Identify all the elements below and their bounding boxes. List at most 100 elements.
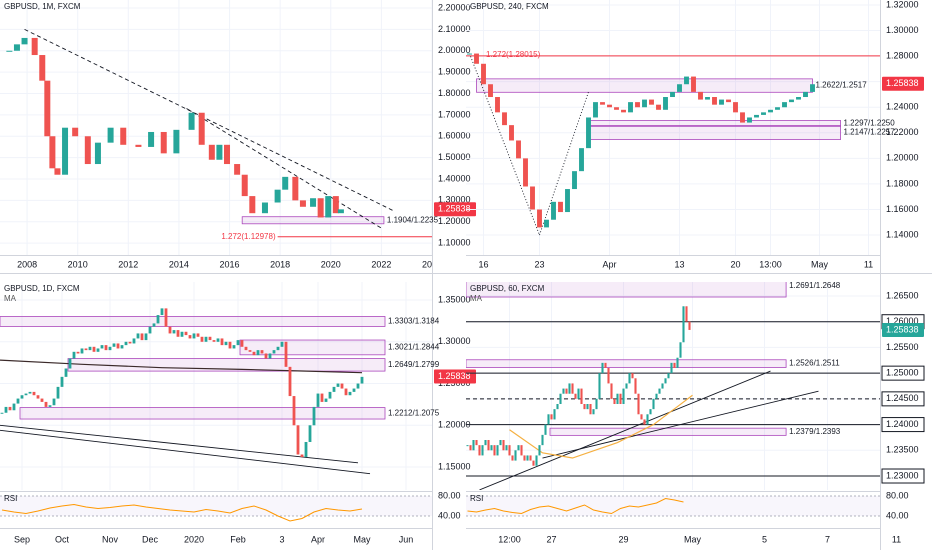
x-tick-label: 2020 [321,259,341,269]
zone-label: 1.2526/1.2511 [789,359,840,368]
candle [529,455,532,461]
rsi-title: RSI [4,494,17,503]
candle [344,388,348,396]
price-tag-label: 1.25838 [886,324,919,334]
y-tick-label: 2.20000 [438,2,471,12]
candle [16,398,20,404]
candle [484,440,487,446]
candle [655,393,658,399]
x-tick-label: Apr [602,259,616,269]
candle [241,174,248,197]
y-tick-label: 1.35000 [438,294,471,304]
candle [607,367,610,384]
rsi-tick-label: 80.00 [886,490,909,500]
candle [49,136,56,169]
x-tick-label: Dec [142,534,159,544]
candle [274,189,281,203]
candle [136,333,140,339]
candle [108,346,112,351]
candle [234,164,241,175]
candle [200,336,204,342]
candle [565,189,570,213]
candle [52,398,56,406]
y-tick-label: 1.20000 [438,420,471,430]
x-tick-label: 20 [730,259,740,269]
candle [336,383,340,387]
y-tick-label: 1.23500 [886,445,919,455]
chart-title: GBPUSD, 1D, FXCM [4,284,80,293]
plot-area [466,282,880,490]
y-tick-label: 1.10000 [438,237,471,247]
candle [184,331,188,336]
trendline [479,370,771,490]
candle [204,336,208,342]
candle [656,104,661,110]
y-tick-label: 1.20000 [886,153,919,163]
candle [276,346,280,351]
candle [140,333,144,341]
candle [12,403,16,411]
candle [577,388,580,399]
plot-area [0,0,432,255]
candle [72,351,76,359]
y-tick-label: 1.80000 [438,88,471,98]
candle [360,376,364,384]
candle [502,112,507,126]
candle [642,99,647,108]
candle [304,441,308,458]
candle [208,144,215,160]
candle [56,386,60,399]
candle [565,388,568,394]
candle [198,112,205,145]
moving-average [509,394,693,459]
candle [488,84,493,98]
zone-label: 1.3303/1.3184 [388,317,440,326]
x-tick-label: 2024 [422,259,442,269]
candle [553,409,556,420]
candle [625,383,628,389]
candle [112,343,116,347]
candle [691,76,696,92]
candle [670,362,673,374]
candle [212,340,216,342]
y-tick-label: 2.10000 [438,24,471,34]
candle [356,383,360,389]
candle [337,209,344,214]
candle [508,445,511,456]
plot-area [466,0,880,255]
zone [466,282,787,298]
price-tag-label: 1.25838 [438,371,471,381]
y-tick-label: 1.14000 [886,229,919,239]
candle [516,140,521,159]
trendline [0,424,359,464]
candle [332,196,339,214]
candle [176,330,180,337]
candle [252,351,256,356]
candle [768,109,773,113]
candle [740,112,745,123]
candle [698,91,703,100]
zone-label: 1.2691/1.2648 [789,281,841,290]
candle [550,414,553,420]
candle [124,341,128,346]
candle [272,350,276,354]
candle [664,378,667,384]
trendline [24,28,395,212]
candle [60,376,64,387]
candle [116,343,120,349]
candle [796,97,801,100]
candle [652,398,655,410]
zone-label: 1.2297/1.2250 [844,119,896,128]
candle [261,202,268,214]
candle [496,445,499,456]
candle [21,37,28,45]
zone-label: 1.2649/1.2799 [388,360,440,369]
candle [96,348,100,352]
candle [232,345,236,349]
candle [679,342,682,358]
candle [520,445,523,456]
x-tick-label: Nov [102,534,119,544]
y-tick-label: 1.90000 [438,67,471,77]
candle [810,84,815,92]
candle [160,308,164,316]
